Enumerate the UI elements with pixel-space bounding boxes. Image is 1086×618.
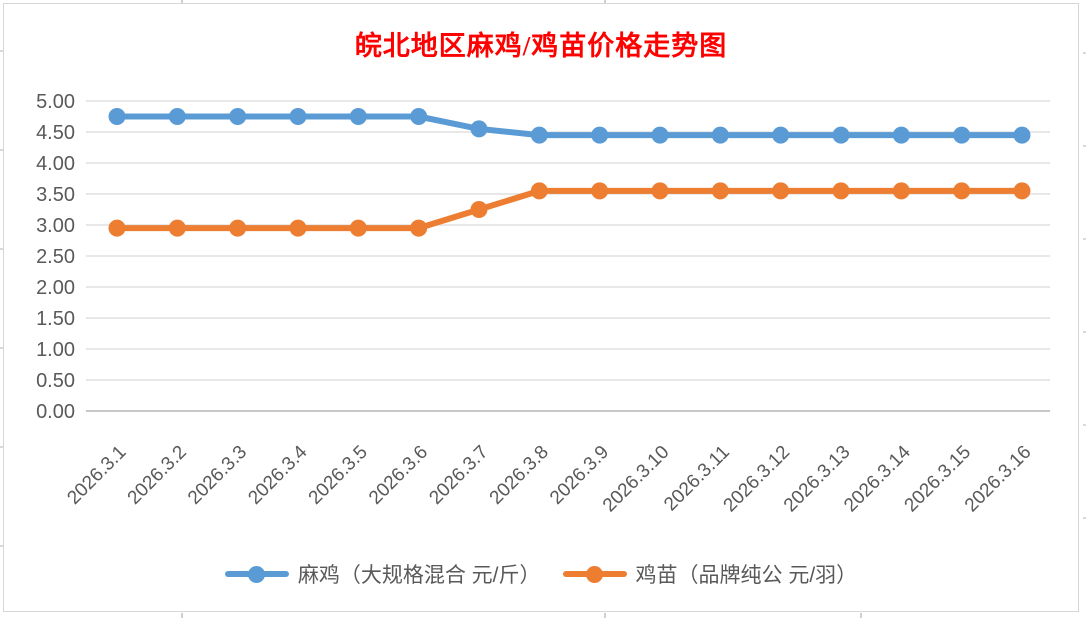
svg-text:2026.3.3: 2026.3.3: [184, 442, 251, 509]
sheet-row-line: [1083, 517, 1086, 519]
svg-text:5.00: 5.00: [36, 91, 75, 113]
sheet-row-line: [1083, 331, 1086, 333]
sheet-row-line: [1083, 52, 1086, 54]
chart-title: 皖北地区麻鸡/鸡苗价格走势图: [354, 31, 728, 61]
legend-label: 鸡苗（品牌纯公 元/羽）: [635, 564, 858, 587]
legend-item-maji[interactable]: 麻鸡（大规格混合 元/斤）: [224, 559, 541, 589]
legend-label: 麻鸡（大规格混合 元/斤）: [297, 564, 541, 587]
svg-text:2026.3.1: 2026.3.1: [63, 442, 130, 509]
sheet-row-line: [0, 545, 3, 547]
svg-text:2.00: 2.00: [36, 277, 75, 299]
svg-text:3.50: 3.50: [36, 184, 75, 206]
sheet-column-line: [604, 0, 606, 3]
svg-text:0.50: 0.50: [36, 370, 75, 392]
svg-text:3.00: 3.00: [36, 215, 75, 237]
svg-text:2026.3.2: 2026.3.2: [124, 442, 191, 509]
svg-text:2026.3.4: 2026.3.4: [244, 441, 311, 508]
chart-object[interactable]: 皖北地区麻鸡/鸡苗价格走势图 麻鸡（大规格混合 元/斤） 鸡苗（品牌纯公 元/羽…: [3, 3, 1079, 612]
svg-text:2026.3.16: 2026.3.16: [961, 442, 1036, 517]
sheet-row-line: [0, 50, 3, 52]
svg-text:2026.3.10: 2026.3.10: [599, 442, 674, 517]
sheet-column-line: [181, 613, 183, 618]
chart-legend: 麻鸡（大规格混合 元/斤） 鸡苗（品牌纯公 元/羽）: [8, 557, 1074, 591]
svg-text:2026.3.6: 2026.3.6: [365, 442, 432, 509]
svg-text:1.00: 1.00: [36, 339, 75, 361]
sheet-row-line: [1083, 238, 1086, 240]
svg-text:2.50: 2.50: [36, 246, 75, 268]
sheet-row-line: [1083, 424, 1086, 426]
sheet-row-line: [1083, 145, 1086, 147]
sheet-row-line: [0, 149, 3, 151]
svg-text:4.50: 4.50: [36, 122, 75, 144]
sheet-row-line: [0, 248, 3, 250]
sheet-column-line: [860, 613, 862, 618]
sheet-row-line: [0, 446, 3, 448]
svg-text:4.00: 4.00: [36, 153, 75, 175]
svg-text:2026.3.8: 2026.3.8: [486, 442, 553, 509]
sheet-row-line: [0, 347, 3, 349]
line-marker-icon: [562, 565, 627, 583]
svg-text:1.50: 1.50: [36, 308, 75, 330]
svg-text:2026.3.7: 2026.3.7: [425, 442, 492, 509]
sheet-column-line: [181, 0, 183, 3]
legend-item-jimiao[interactable]: 鸡苗（品牌纯公 元/羽）: [562, 559, 858, 589]
sheet-column-line: [604, 613, 606, 618]
line-marker-icon: [224, 565, 289, 583]
svg-text:0.00: 0.00: [36, 401, 75, 423]
svg-text:2026.3.5: 2026.3.5: [305, 442, 372, 509]
